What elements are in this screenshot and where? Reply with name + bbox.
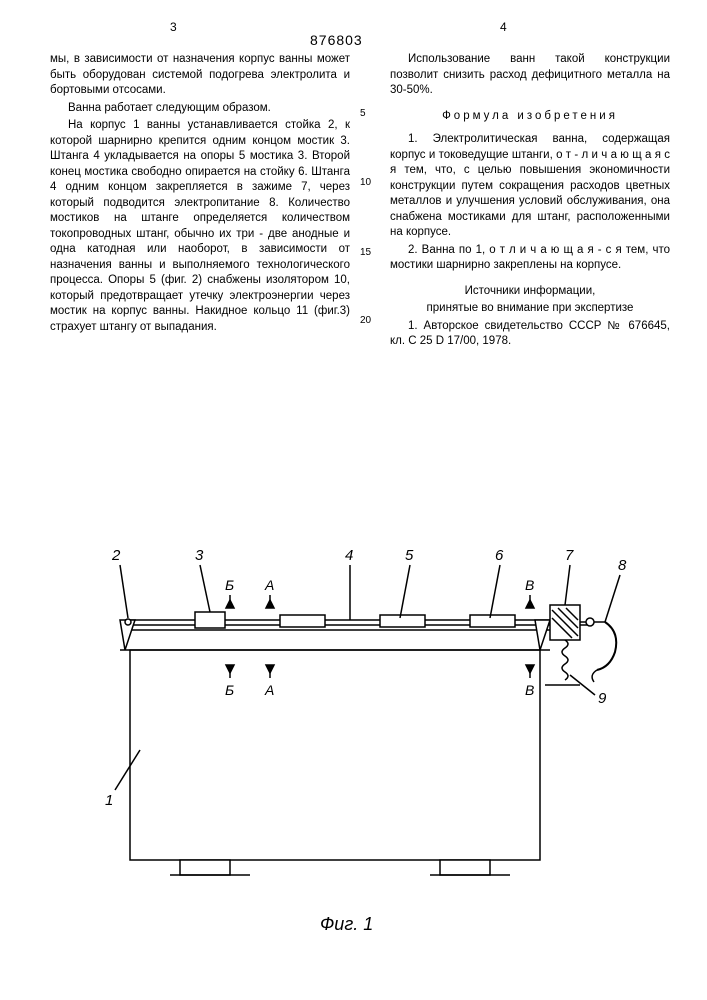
figure-svg: 2 3 4 5 6 7 8 9 1 Б А В Б А В Фиг. 1	[50, 500, 657, 960]
right-column: Использование ванн такой конструкции поз…	[390, 52, 670, 352]
claim-1: 1. Электролитическая ванна, содержащая к…	[390, 132, 670, 241]
fig-label-2: 2	[111, 547, 121, 564]
left-p1: мы, в зависимости от назначения корпус в…	[50, 52, 350, 99]
sources-title: Источники информации,	[390, 284, 670, 300]
page-number-right: 4	[500, 20, 507, 34]
section-B-top: Б	[225, 577, 234, 593]
fig-label-3: 3	[195, 547, 204, 564]
sources-sub: принятые во внимание при экспертизе	[390, 301, 670, 317]
fig-label-8: 8	[618, 557, 627, 574]
line-num-5: 5	[360, 108, 366, 119]
left-p2: Ванна работает следующим образом.	[50, 101, 350, 117]
document-number: 876803	[310, 32, 363, 48]
fig-label-5: 5	[405, 547, 414, 564]
fig-label-7: 7	[565, 547, 574, 564]
section-V-bot: В	[525, 682, 534, 698]
section-A-bot: А	[264, 682, 274, 698]
figure-caption: Фиг. 1	[320, 914, 373, 934]
section-V-top: В	[525, 577, 534, 593]
section-A-top: А	[264, 577, 274, 593]
page-number-left: 3	[170, 20, 177, 34]
section-B-bot: Б	[225, 682, 234, 698]
fig-label-1: 1	[105, 792, 113, 809]
left-p3: На корпус 1 ванны устанавливается стойка…	[50, 118, 350, 335]
line-num-20: 20	[360, 315, 371, 326]
line-num-15: 15	[360, 247, 371, 258]
fig-label-9: 9	[598, 690, 607, 707]
fig-label-6: 6	[495, 547, 504, 564]
line-num-10: 10	[360, 177, 371, 188]
formula-title: Формула изобретения	[390, 109, 670, 125]
claim-2: 2. Ванна по 1, о т л и ч а ю щ а я - с я…	[390, 243, 670, 274]
right-p1: Использование ванн такой конструкции поз…	[390, 52, 670, 99]
figure-1: 2 3 4 5 6 7 8 9 1 Б А В Б А В Фиг. 1	[50, 500, 657, 960]
left-column: мы, в зависимости от назначения корпус в…	[50, 52, 350, 337]
fig-label-4: 4	[345, 547, 353, 564]
source-1: 1. Авторское свидетельство СССР № 676645…	[390, 319, 670, 350]
